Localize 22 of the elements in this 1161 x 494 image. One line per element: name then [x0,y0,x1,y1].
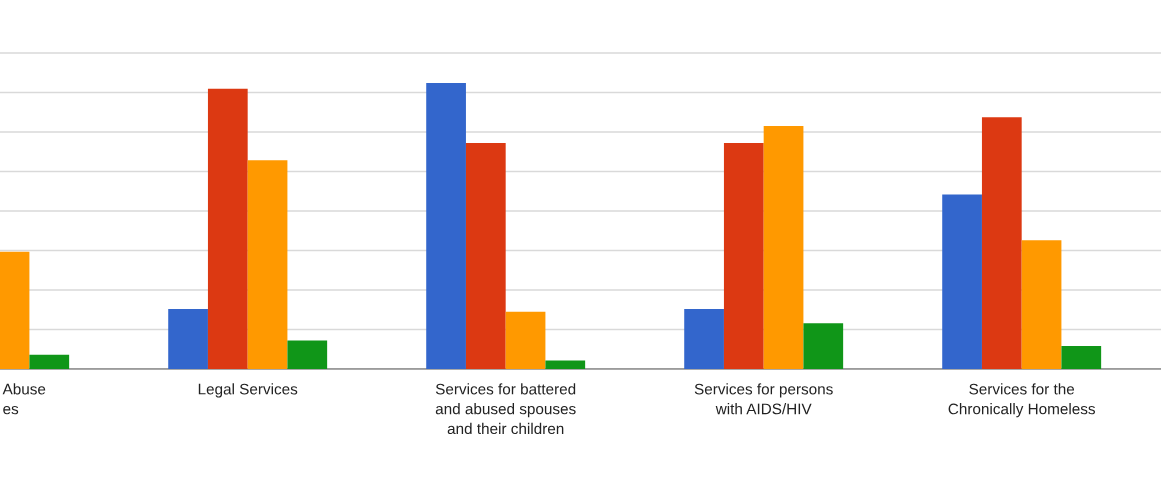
bar [287,340,328,369]
x-tick-label: Abuse es [2,383,46,415]
bar [505,311,546,369]
bar [29,354,70,369]
bar [763,125,804,369]
bar [247,160,288,369]
bar [207,88,248,369]
bar [942,194,982,369]
bar [1021,240,1062,369]
bar [723,143,764,369]
bar [684,308,724,369]
x-tick-label: Services for the Chronically Homeless [948,383,1095,418]
bar [545,360,586,369]
x-tick-label: Services for battered and abused spouses and their children [435,383,576,435]
bar [803,323,844,369]
x-tick-label: Services for persons with AIDS/HIV [694,383,833,415]
bar [465,143,506,369]
bar [981,117,1022,369]
x-tick-label: Legal Services [198,383,298,398]
bar [426,83,466,369]
bar [168,308,208,369]
bar [1061,346,1102,369]
